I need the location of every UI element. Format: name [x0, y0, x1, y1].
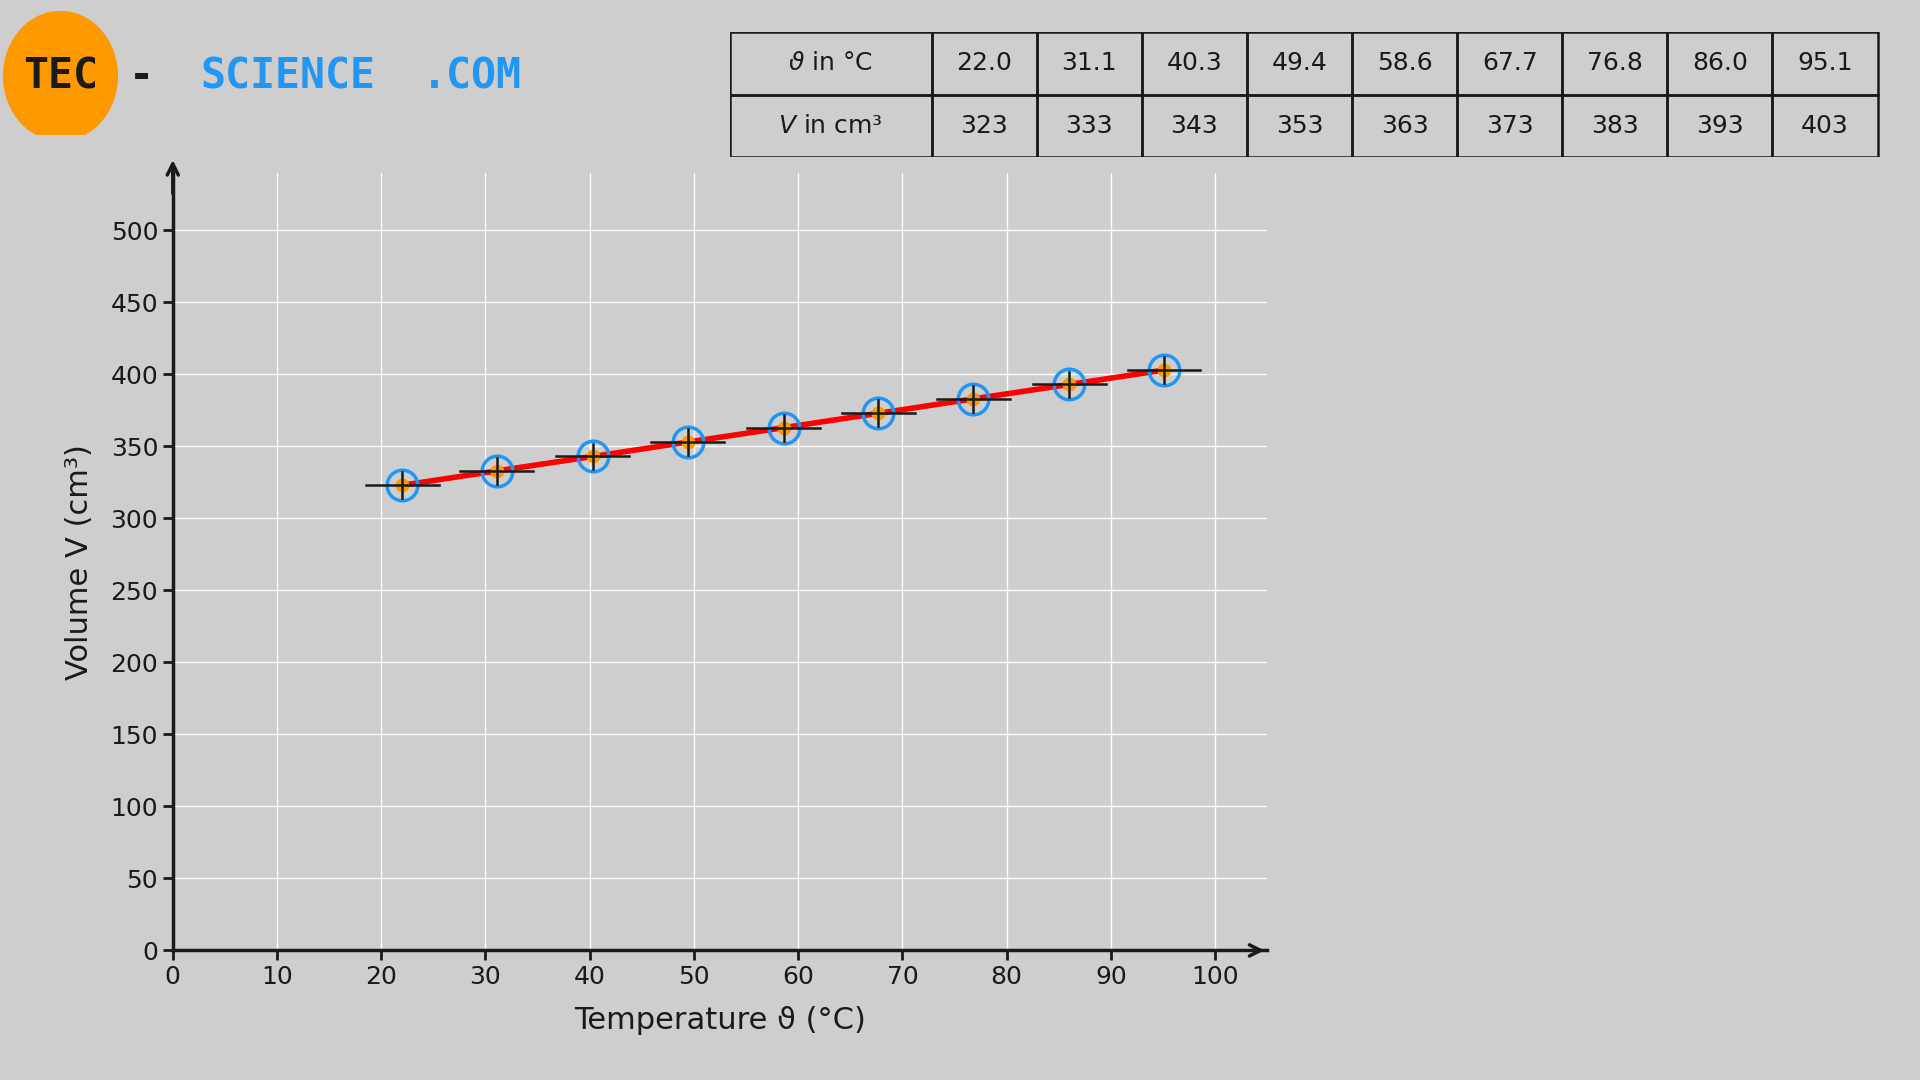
Bar [1352, 94, 1457, 157]
Text: TEC: TEC [23, 55, 98, 97]
Text: 383: 383 [1592, 113, 1638, 137]
Bar [730, 32, 931, 94]
Bar [1037, 94, 1142, 157]
Text: 323: 323 [960, 113, 1008, 137]
Bar [931, 94, 1037, 157]
Text: 95.1: 95.1 [1797, 52, 1853, 76]
Bar [1457, 32, 1563, 94]
Text: 76.8: 76.8 [1588, 52, 1644, 76]
Text: 58.6: 58.6 [1377, 52, 1432, 76]
Bar [1246, 32, 1352, 94]
Text: 373: 373 [1486, 113, 1534, 137]
Bar [1246, 94, 1352, 157]
Text: 393: 393 [1695, 113, 1743, 137]
Bar [1667, 94, 1772, 157]
Text: $V$ in cm³: $V$ in cm³ [778, 113, 883, 137]
Bar [1142, 94, 1246, 157]
Bar [1037, 32, 1142, 94]
Text: 49.4: 49.4 [1271, 52, 1327, 76]
Text: 333: 333 [1066, 113, 1114, 137]
Text: 22.0: 22.0 [956, 52, 1012, 76]
Text: 353: 353 [1275, 113, 1323, 137]
Text: SCIENCE: SCIENCE [200, 55, 376, 97]
Text: -: - [129, 55, 154, 97]
Bar [931, 32, 1037, 94]
Text: 31.1: 31.1 [1062, 52, 1117, 76]
Bar [1142, 32, 1246, 94]
Text: 343: 343 [1171, 113, 1219, 137]
Bar [1563, 94, 1667, 157]
Text: 67.7: 67.7 [1482, 52, 1538, 76]
Text: 403: 403 [1801, 113, 1849, 137]
Y-axis label: Volume V (cm³): Volume V (cm³) [65, 444, 94, 679]
X-axis label: Temperature ϑ (°C): Temperature ϑ (°C) [574, 1005, 866, 1035]
Text: .COM: .COM [422, 55, 522, 97]
Bar [1772, 32, 1878, 94]
Ellipse shape [4, 11, 119, 141]
Bar [1667, 32, 1772, 94]
Bar [1772, 94, 1878, 157]
Bar [730, 94, 931, 157]
Text: $\vartheta$ in °C: $\vartheta$ in °C [789, 52, 874, 76]
Bar [1457, 94, 1563, 157]
Text: 40.3: 40.3 [1167, 52, 1223, 76]
Bar [1352, 32, 1457, 94]
Text: 363: 363 [1380, 113, 1428, 137]
Bar [1563, 32, 1667, 94]
Text: 86.0: 86.0 [1692, 52, 1747, 76]
